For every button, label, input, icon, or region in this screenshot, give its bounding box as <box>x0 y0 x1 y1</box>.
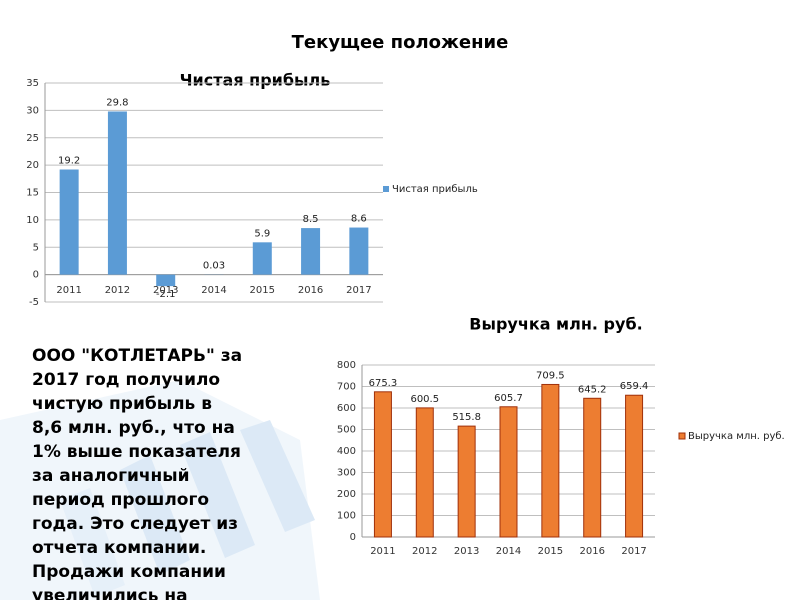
x-tick-label: 2017 <box>346 285 371 296</box>
bar <box>625 394 644 538</box>
chart-title: Выручка млн. руб. <box>469 315 642 334</box>
x-tick-label: 2012 <box>105 285 130 296</box>
data-label: 515.8 <box>452 412 481 423</box>
y-tick-label: -5 <box>29 297 39 308</box>
body-text-line: 2017 год получило <box>32 370 220 390</box>
legend-label: Выручка млн. руб. <box>688 431 785 442</box>
body-text-line: период прошлого <box>32 490 209 510</box>
x-tick-label: 2015 <box>250 285 275 296</box>
y-tick-label: 800 <box>337 360 356 371</box>
y-tick-label: 0 <box>33 270 39 281</box>
legend-swatch <box>383 186 389 192</box>
data-label: 8.6 <box>351 214 367 225</box>
x-tick-label: 2013 <box>153 285 178 296</box>
y-tick-label: 100 <box>337 511 356 522</box>
x-tick-label: 2015 <box>538 546 563 557</box>
y-tick-label: 5 <box>33 242 39 253</box>
bar <box>541 383 560 538</box>
body-text-line: 1% выше показателя <box>32 442 241 462</box>
body-text-line: ООО "КОТЛЕТАРЬ" за <box>32 346 242 366</box>
x-tick-label: 2011 <box>56 285 81 296</box>
bar <box>156 274 176 287</box>
data-label: 600.5 <box>410 394 439 405</box>
bar <box>301 228 321 275</box>
bar <box>373 391 392 538</box>
y-tick-label: 700 <box>337 382 356 393</box>
x-tick-label: 2016 <box>579 546 604 557</box>
data-label: 5.9 <box>254 228 270 239</box>
data-label: 605.7 <box>494 393 523 404</box>
slide-title: Текущее положение <box>292 32 509 53</box>
bar <box>59 169 79 275</box>
legend-swatch <box>678 432 686 440</box>
x-tick-label: 2017 <box>621 546 646 557</box>
y-tick-label: 10 <box>26 215 39 226</box>
x-tick-label: 2014 <box>496 546 521 557</box>
x-tick-label: 2012 <box>412 546 437 557</box>
y-tick-label: 300 <box>337 468 356 479</box>
body-text-line: чистую прибыль в <box>32 394 212 414</box>
data-label: 0.03 <box>203 260 225 271</box>
data-label: 29.8 <box>106 97 128 108</box>
bar <box>252 242 272 275</box>
bar <box>415 407 434 538</box>
background-decoration <box>0 380 320 600</box>
y-tick-label: 200 <box>337 489 356 500</box>
y-tick-label: 500 <box>337 425 356 436</box>
y-tick-label: 30 <box>26 105 39 116</box>
data-label: 675.3 <box>369 378 398 389</box>
y-tick-label: 0 <box>350 532 356 543</box>
data-label: 645.2 <box>578 384 607 395</box>
body-text-line: года. Это следует из <box>32 514 238 534</box>
body-text-line: увеличились на <box>32 586 188 600</box>
body-text-line: Продажи компании <box>32 562 226 582</box>
bar <box>457 425 476 538</box>
bar <box>499 406 518 538</box>
y-tick-label: 400 <box>337 446 356 457</box>
y-tick-label: 15 <box>26 188 39 199</box>
bar <box>107 111 127 275</box>
data-label: 19.2 <box>58 156 80 167</box>
y-tick-label: 35 <box>26 78 39 89</box>
x-tick-label: 2014 <box>201 285 226 296</box>
data-label: 709.5 <box>536 370 565 381</box>
x-tick-label: 2016 <box>298 285 323 296</box>
body-text-line: 8,6 млн. руб., что на <box>32 418 235 438</box>
bar <box>583 397 602 538</box>
body-text-line: отчета компании. <box>32 538 206 558</box>
data-label: -2.1 <box>156 289 176 300</box>
legend-label: Чистая прибыль <box>392 184 478 195</box>
body-text-line: за аналогичный <box>32 466 190 486</box>
bar <box>349 227 369 275</box>
y-tick-label: 20 <box>26 160 39 171</box>
chart-title: Чистая прибыль <box>180 71 331 90</box>
x-tick-label: 2013 <box>454 546 479 557</box>
data-label: 8.5 <box>303 214 319 225</box>
y-tick-label: 600 <box>337 403 356 414</box>
data-label: 659.4 <box>620 381 649 392</box>
y-tick-label: 25 <box>26 133 39 144</box>
x-tick-label: 2011 <box>370 546 395 557</box>
